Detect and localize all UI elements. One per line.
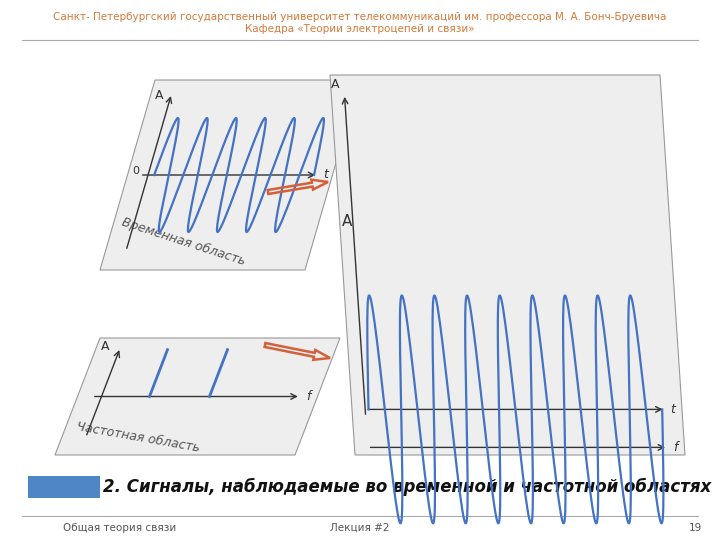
Text: f: f <box>673 441 678 454</box>
Text: A: A <box>331 78 339 91</box>
Text: A: A <box>101 340 109 353</box>
Polygon shape <box>100 80 360 270</box>
Polygon shape <box>55 338 340 455</box>
Polygon shape <box>330 75 685 455</box>
Text: A: A <box>155 89 163 102</box>
Text: t: t <box>670 403 675 416</box>
Text: Лекция #2: Лекция #2 <box>330 523 390 533</box>
Text: 2. Сигналы, наблюдаемые во временной и частотной областях: 2. Сигналы, наблюдаемые во временной и ч… <box>103 478 711 496</box>
Text: Общая теория связи: Общая теория связи <box>63 523 176 533</box>
Text: f: f <box>306 390 310 403</box>
FancyBboxPatch shape <box>28 476 100 498</box>
Text: 19: 19 <box>688 523 701 533</box>
Text: Санкт- Петербургский государственный университет телекоммуникаций им. профессора: Санкт- Петербургский государственный уни… <box>53 12 667 22</box>
Text: A: A <box>342 214 352 230</box>
Text: Частотная область: Частотная область <box>75 421 200 455</box>
Text: t: t <box>323 168 328 181</box>
Text: 0: 0 <box>132 166 139 176</box>
Text: Временная область: Временная область <box>120 215 247 268</box>
Text: Кафедра «Теории электроцепей и связи»: Кафедра «Теории электроцепей и связи» <box>246 24 474 34</box>
